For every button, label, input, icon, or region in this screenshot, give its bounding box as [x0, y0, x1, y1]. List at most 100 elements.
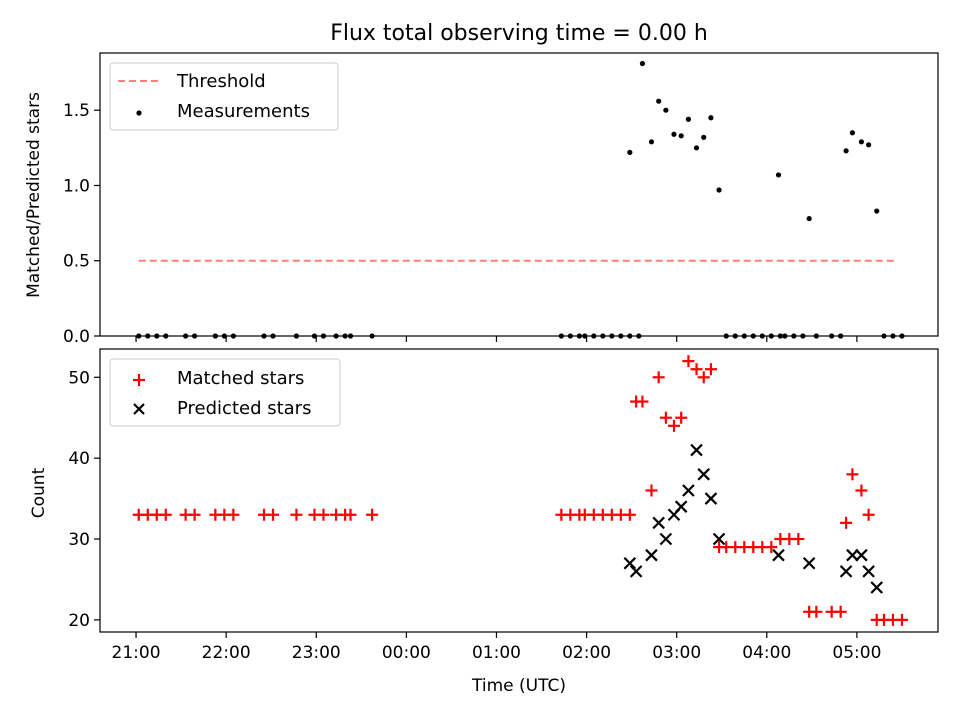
matched-stars-point	[344, 508, 357, 521]
predicted-legend-swatch	[133, 403, 145, 415]
measurement-point	[874, 208, 880, 214]
matched-stars-point	[765, 541, 778, 554]
predicted-stars-point	[712, 532, 726, 546]
measurement-point	[656, 98, 662, 104]
measurement-point	[701, 134, 707, 140]
threshold-legend-label: Threshold	[176, 71, 266, 92]
matched-stars-point	[690, 363, 703, 376]
top-panel: 0.0 0.5 1.0 1.5 Matched/Predicted stars Thr…	[24, 52, 939, 347]
measurement-point	[663, 107, 669, 113]
measurement-point	[858, 139, 865, 145]
predicted-stars-point	[682, 484, 695, 497]
x-tick-label: 22:00	[202, 643, 251, 663]
y-tick-label: 50	[68, 368, 90, 388]
matched-stars-point	[895, 613, 908, 626]
matched-stars-point	[159, 508, 172, 521]
predicted-stars-point	[629, 565, 643, 578]
measurement-point	[866, 142, 872, 148]
matched-stars-point	[667, 419, 680, 432]
x-tick-label: 04:00	[742, 643, 791, 663]
bottom-legend-box	[109, 358, 341, 427]
matched-stars-point	[227, 508, 240, 521]
matched-stars-point	[697, 371, 710, 384]
predicted-stars-point	[839, 565, 853, 578]
matched-stars-point	[862, 508, 875, 521]
x-axis-label: Time (UTC)	[471, 676, 566, 696]
predicted-stars-point	[674, 500, 688, 513]
measurement-point	[648, 139, 655, 145]
y-tick-label: 0.5	[63, 252, 90, 272]
bottom-panel: 20 30 40 50 21:00 22:00 23:00 00:00 01:00 02:00 0…	[29, 348, 939, 696]
predicted-stars-point	[772, 548, 785, 562]
predicted-stars-point	[704, 492, 718, 505]
x-tick-label: 02:00	[562, 643, 611, 663]
predicted-stars-point	[690, 443, 703, 457]
top-y-axis-label: Matched/Predicted stars	[24, 92, 44, 298]
measurement-point	[806, 215, 812, 222]
matched-stars-point	[855, 484, 868, 497]
top-x-ticks	[135, 336, 858, 342]
matched-legend-label: Matched stars	[177, 368, 304, 389]
bottom-y-ticks: 20 30 40 50	[68, 368, 100, 631]
matched-stars-point	[290, 508, 303, 521]
measurement-point	[671, 131, 677, 137]
measurement-point	[849, 130, 855, 136]
bottom-legend: Matched stars Predicted stars	[109, 358, 341, 427]
bottom-y-axis-label: Count	[29, 467, 49, 518]
matched-stars-point	[645, 484, 658, 497]
predicted-stars-point	[862, 565, 875, 578]
measurement-point	[708, 115, 714, 121]
bottom-axes-frame	[99, 348, 939, 633]
chart-title: Flux total observing time = 0.00 h	[330, 21, 708, 46]
matched-stars-point	[675, 411, 688, 424]
x-tick-label: 21:00	[112, 643, 161, 663]
measurement-point	[639, 60, 646, 67]
matched-stars-point	[652, 371, 665, 384]
predicted-stars-point	[623, 556, 637, 570]
measurement-point	[685, 116, 692, 122]
matched-stars-point	[188, 508, 201, 521]
predicted-stars-point	[697, 468, 710, 481]
predicted-stars-point	[802, 556, 816, 570]
measurement-point	[627, 149, 633, 155]
measurement-point	[678, 133, 684, 139]
matched-stars-point	[366, 508, 379, 521]
matched-stars-point	[840, 516, 853, 529]
matched-stars-point	[704, 363, 717, 376]
measurement-point	[716, 187, 722, 193]
predicted-stars-point	[652, 516, 665, 530]
predicted-legend-label: Predicted stars	[177, 398, 311, 419]
matched-stars-point	[682, 355, 695, 368]
matched-legend-swatch	[133, 374, 145, 386]
x-tick-label: 05:00	[832, 643, 881, 663]
top-axes-frame	[99, 52, 939, 337]
matched-stars-point	[792, 533, 805, 546]
predicted-stars-point	[645, 548, 658, 562]
bottom-plot-area	[132, 355, 908, 626]
matched-stars-point	[636, 395, 649, 408]
bottom-x-ticks: 21:00 22:00 23:00 00:00 01:00 02:00 03:00 04:00…	[112, 632, 881, 663]
x-tick-label: 00:00	[382, 643, 431, 663]
measurements-legend-label: Measurements	[177, 101, 310, 122]
matched-stars-point	[623, 508, 636, 521]
x-tick-label: 01:00	[472, 643, 521, 663]
y-tick-label: 0.0	[63, 327, 90, 347]
matched-stars-point	[267, 508, 280, 521]
y-tick-label: 1.5	[63, 101, 90, 121]
top-y-ticks: 0.0 0.5 1.0 1.5	[63, 101, 100, 347]
measurement-point	[843, 148, 849, 154]
x-tick-label: 03:00	[652, 643, 701, 663]
measurement-point	[775, 172, 782, 178]
x-tick-label: 23:00	[292, 643, 341, 663]
y-tick-label: 1.0	[63, 176, 90, 196]
matched-stars-point	[659, 411, 672, 424]
top-legend: Threshold Measurements	[109, 62, 339, 131]
measurement-point	[693, 145, 700, 151]
measurements-legend-swatch	[136, 110, 142, 116]
top-legend-box	[109, 62, 339, 131]
predicted-stars-point	[870, 581, 884, 594]
y-tick-label: 40	[68, 449, 90, 469]
matched-stars-point	[834, 605, 847, 618]
y-tick-label: 20	[68, 611, 90, 631]
